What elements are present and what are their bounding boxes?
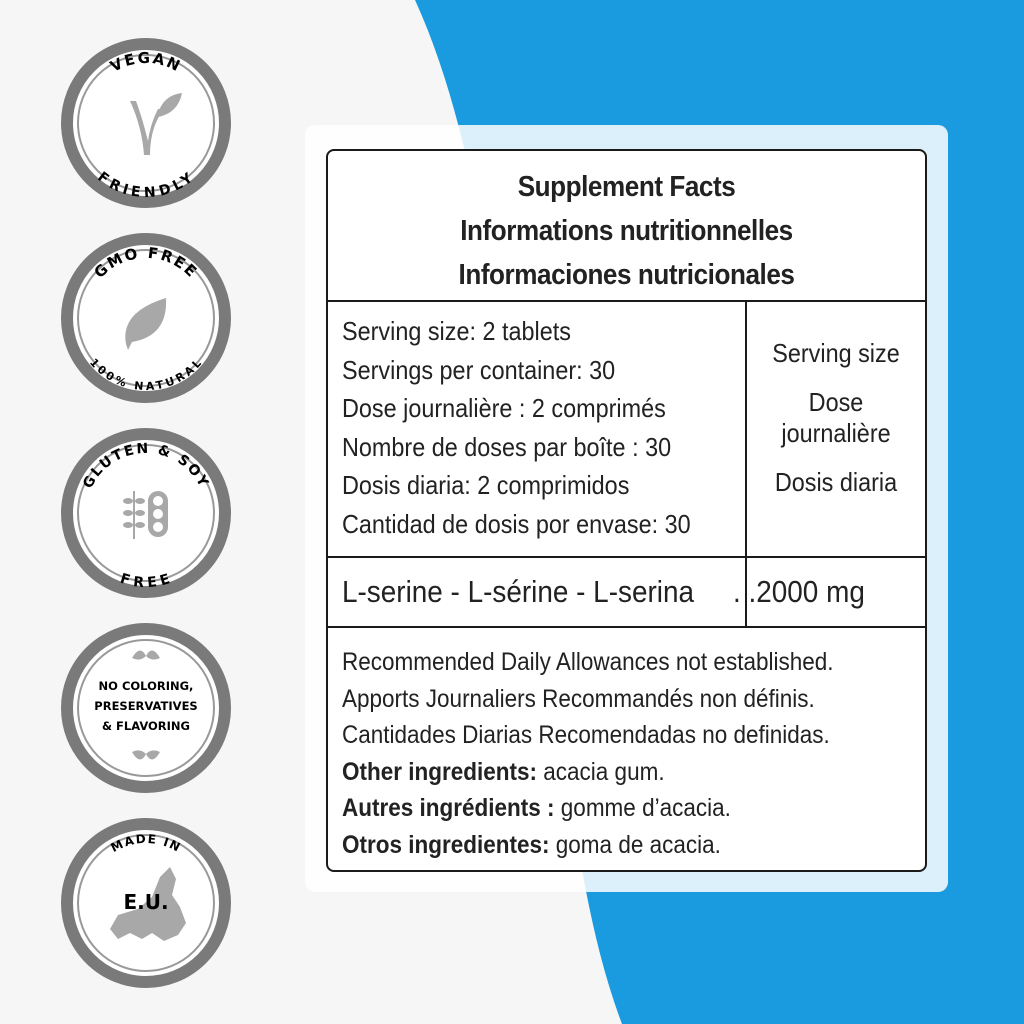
gmo-free-badge: GMO FREE 100% NATURAL xyxy=(61,233,231,403)
footnote: Apports Journaliers Recommandés non défi… xyxy=(342,684,815,713)
leaf-icon xyxy=(125,298,167,350)
leaves-icon xyxy=(132,650,160,760)
dose-label: journalière xyxy=(781,418,891,448)
other-ingredients-fr: Autres ingrédients : gomme d’acacia. xyxy=(342,794,731,822)
dosis-label: Dosis diaria xyxy=(774,467,898,497)
title-fr: Informations nutritionnelles xyxy=(460,215,793,247)
made-in-eu-badge: MADE IN E.U. xyxy=(61,818,231,988)
footnote: Recommended Daily Allowances not establi… xyxy=(342,648,834,676)
dose-label: Dose xyxy=(808,387,864,417)
vegan-friendly-badge: VEGAN FRIENDLY xyxy=(61,38,231,208)
svg-text:NO COLORING,PRESERVATIVES& FLA: NO COLORING, PRESERVATIVES & FLAVORING xyxy=(94,679,197,733)
ingredient-name: L-serine - L-sérine - L-serina xyxy=(342,574,694,609)
svg-text:E.U.: E.U. xyxy=(123,890,168,914)
title-es: Informaciones nutricionales xyxy=(458,259,795,291)
ingredient-amount: . .2000 mg xyxy=(733,574,865,609)
serving-line: Servings per container: 30 xyxy=(342,354,616,385)
no-coloring-badge: NO COLORING, PRESERVATIVES & FLAVORING xyxy=(61,623,231,793)
other-ingredients-es: Otros ingredientes: goma de acacia. xyxy=(342,830,721,859)
europe-map-icon xyxy=(110,867,186,941)
v-leaf-icon xyxy=(130,93,182,155)
title-en: Supplement Facts xyxy=(517,171,736,203)
serving-line: Dose journalière : 2 comprimés xyxy=(342,393,666,424)
serving-row: Serving size: 2 tablets Servings per con… xyxy=(328,302,925,558)
serving-line: Serving size: 2 tablets xyxy=(342,316,571,346)
ingredient-row: L-serine - L-sérine - L-serina . .2000 m… xyxy=(328,558,925,628)
facts-header: Supplement Facts Informations nutritionn… xyxy=(328,151,925,302)
footnote: Cantidades Diarias Recomendadas no defin… xyxy=(342,721,830,749)
serving-line: Nombre de doses par boîte : 30 xyxy=(342,431,672,462)
supplement-facts-table: Supplement Facts Informations nutritionn… xyxy=(326,149,927,872)
wheat-soy-icon xyxy=(123,491,168,539)
serving-line: Dosis diaria: 2 comprimidos xyxy=(342,470,630,501)
serving-size-label: Serving size xyxy=(772,338,900,368)
other-ingredients-en: Other ingredients: acacia gum. xyxy=(342,757,665,786)
gluten-soy-free-badge: GLUTEN & SOY FREE xyxy=(61,428,231,598)
serving-line: Cantidad de dosis por envase: 30 xyxy=(342,508,691,539)
footnotes: Recommended Daily Allowances not establi… xyxy=(328,628,925,863)
